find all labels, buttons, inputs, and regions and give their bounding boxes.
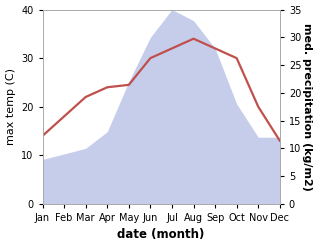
Y-axis label: max temp (C): max temp (C): [5, 68, 16, 145]
X-axis label: date (month): date (month): [117, 228, 205, 242]
Y-axis label: med. precipitation (kg/m2): med. precipitation (kg/m2): [302, 23, 313, 191]
